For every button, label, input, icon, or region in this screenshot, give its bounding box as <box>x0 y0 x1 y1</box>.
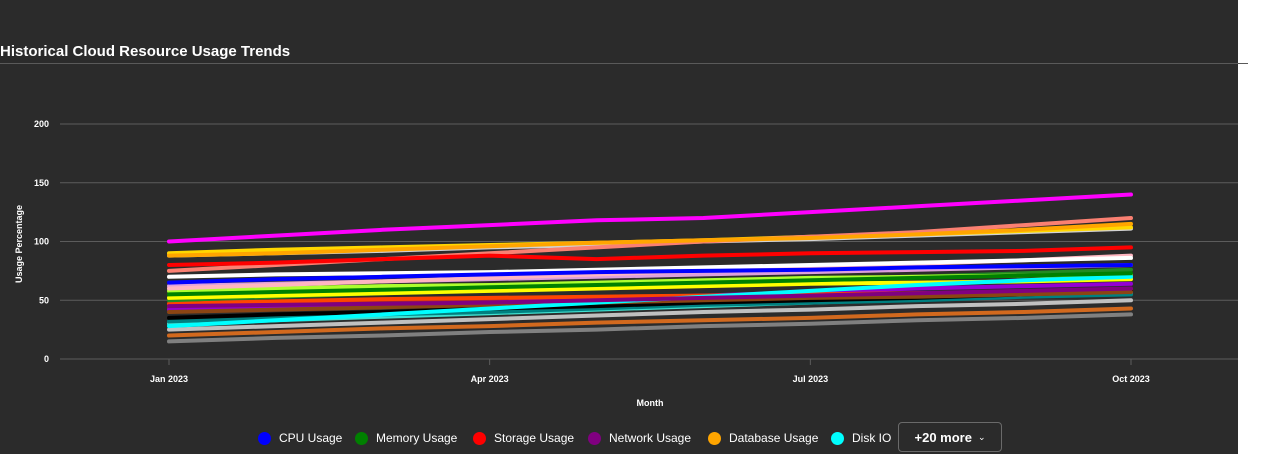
legend-swatch <box>355 431 368 445</box>
legend-label: Disk IO <box>852 431 892 445</box>
series-line-2[interactable] <box>167 245 1133 267</box>
y-tick-label: 200 <box>34 119 49 129</box>
x-axis-label: Month <box>637 398 664 408</box>
series-line-19[interactable] <box>167 306 1133 338</box>
y-axis-label: Usage Percentage <box>14 205 24 283</box>
y-tick-label: 100 <box>34 237 49 247</box>
series-line-18[interactable] <box>167 298 1133 332</box>
title-divider <box>0 63 1238 64</box>
legend-more-label: +20 more <box>914 429 972 445</box>
legend-item[interactable]: Database Usage <box>708 422 818 454</box>
legend-label: Database Usage <box>729 431 819 445</box>
legend-label: Memory Usage <box>376 431 458 445</box>
x-tick-label: Apr 2023 <box>471 374 509 384</box>
series-line-4[interactable] <box>167 221 1133 258</box>
line-chart: 0 50 100 150 200 Jan 2023 Apr 2023 Jul 2023 Oct… <box>14 119 1238 408</box>
legend-swatch <box>258 431 271 445</box>
legend-item[interactable]: Network Usage <box>588 422 691 454</box>
x-tick-label: Oct 2023 <box>1112 374 1150 384</box>
legend-swatch <box>473 431 486 445</box>
chevron-down-icon: ⌄ <box>977 431 986 442</box>
y-tick-label: 150 <box>34 178 49 188</box>
chart-panel: Historical Cloud Resource Usage Trends 0… <box>0 0 1238 454</box>
series-line-20[interactable] <box>167 312 1133 344</box>
x-tick-label: Jul 2023 <box>793 374 829 384</box>
legend: CPU Usage Memory Usage Storage Usage Networ… <box>0 422 1238 454</box>
legend-swatch <box>831 431 844 445</box>
series-lines <box>167 192 1133 344</box>
legend-label: Network Usage <box>609 431 692 445</box>
legend-item[interactable]: Disk IO <box>831 422 891 454</box>
series-line-1[interactable] <box>167 271 1133 297</box>
legend-item[interactable]: Memory Usage <box>355 422 457 454</box>
legend-more-button[interactable]: +20 more ⌄ <box>898 422 1002 452</box>
legend-swatch <box>708 431 721 445</box>
series-line-10[interactable] <box>167 255 1133 279</box>
series-line-3[interactable] <box>167 286 1133 309</box>
x-tick-label: Jan 2023 <box>150 374 188 384</box>
y-tick-labels: 0 50 100 150 200 <box>34 119 49 364</box>
y-tick-label: 0 <box>44 354 49 364</box>
legend-label: Storage Usage <box>494 431 575 445</box>
edge-divider <box>1238 63 1248 64</box>
series-line-0[interactable] <box>167 263 1133 285</box>
legend-swatch <box>588 431 601 445</box>
legend-label: CPU Usage <box>279 431 343 445</box>
legend-item[interactable]: Storage Usage <box>473 422 574 454</box>
chart-title: Historical Cloud Resource Usage Trends <box>0 43 291 60</box>
legend-item[interactable]: CPU Usage <box>258 422 342 454</box>
x-tick-labels: Jan 2023 Apr 2023 Jul 2023 Oct 2023 <box>150 359 1150 384</box>
y-tick-label: 50 <box>39 295 49 305</box>
series-line-6[interactable] <box>167 192 1133 244</box>
